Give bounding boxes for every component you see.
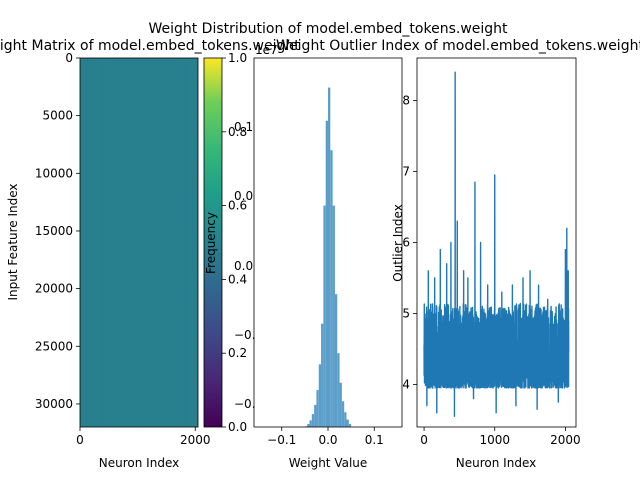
colorbar-tick-label: 0.2 bbox=[228, 346, 247, 360]
heatmap-ytick-label: 5000 bbox=[42, 109, 73, 123]
outlier-xlabel: Neuron Index bbox=[456, 456, 536, 470]
outlier-ylabel: Outlier Index bbox=[391, 204, 405, 282]
histogram-axes: −0.1 0.0 0.1 bbox=[267, 427, 384, 447]
outlier-ytick-label: 6 bbox=[402, 236, 410, 250]
histogram-bar bbox=[314, 404, 317, 427]
heatmap-ytick-label: 10000 bbox=[35, 166, 73, 180]
heatmap-stripe bbox=[177, 58, 179, 427]
heatmap-xtick-label: 2000 bbox=[180, 433, 211, 447]
figure-suptitle: Weight Distribution of model.embed_token… bbox=[148, 21, 508, 37]
outlier-ytick-label: 4 bbox=[402, 377, 410, 391]
histogram-bar bbox=[323, 205, 326, 427]
histogram-bars bbox=[304, 87, 352, 428]
outlier-ytick-label: 8 bbox=[402, 94, 410, 108]
histogram-bar bbox=[339, 382, 342, 427]
outlier-xtick-label: 1000 bbox=[479, 433, 510, 447]
colorbar-tick-label: 0.8 bbox=[228, 125, 247, 139]
heatmap-frame bbox=[79, 57, 199, 428]
histogram-overlay-label: −0. bbox=[234, 328, 256, 342]
heatmap-ytick-label: 15000 bbox=[35, 224, 73, 238]
histogram-bar bbox=[325, 120, 328, 427]
heatmap-title: Weight Matrix of model.embed_tokens.weig… bbox=[0, 38, 300, 54]
histogram-xtick-label: −0.1 bbox=[267, 433, 296, 447]
heatmap-ytick-label: 0 bbox=[65, 51, 73, 65]
heatmap-image bbox=[80, 58, 198, 427]
outlier-axes: 0 1000 2000 4 5 6 7 8 bbox=[402, 94, 580, 447]
heatmap-stripe bbox=[86, 58, 88, 427]
outlier-xtick-label: 2000 bbox=[550, 433, 581, 447]
heatmap-ytick-label: 20000 bbox=[35, 282, 73, 296]
histogram-overlay-label: −0. bbox=[234, 397, 256, 411]
histogram-panel: −0.1 0.0 0.1 1e7 Weight Value Frequency 0.… bbox=[204, 43, 403, 470]
histogram-bar bbox=[334, 294, 338, 427]
heatmap-stripes bbox=[86, 58, 187, 427]
heatmap-stripe bbox=[116, 58, 118, 427]
outlier-line bbox=[423, 71, 570, 418]
histogram-xtick-label: 0.1 bbox=[365, 433, 384, 447]
histogram-bar bbox=[328, 87, 331, 428]
histogram-ylabel: Frequency bbox=[204, 212, 218, 274]
histogram-bar bbox=[344, 412, 347, 427]
colorbar-tick-label: 0.6 bbox=[228, 199, 247, 213]
colorbar-tick-label: 0.4 bbox=[228, 272, 247, 286]
histogram-bar bbox=[307, 424, 310, 427]
heatmap-ylabel: Input Feature Index bbox=[6, 183, 20, 300]
histogram-bar bbox=[316, 390, 319, 427]
outlier-panel: 0 1000 2000 4 5 6 7 8 Weight Outlier Index of m… bbox=[276, 38, 640, 470]
histogram-bar bbox=[311, 414, 315, 427]
heatmap-xlabel: Neuron Index bbox=[99, 456, 179, 470]
histogram-bar bbox=[337, 353, 340, 427]
outlier-ytick-label: 5 bbox=[402, 306, 410, 320]
histogram-bar bbox=[341, 401, 345, 427]
heatmap-xtick-label: 0 bbox=[76, 433, 84, 447]
colorbar-gradient bbox=[203, 57, 223, 428]
colorbar: 0.0 0.2 0.4 0.6 0.8 1.0 bbox=[203, 51, 247, 434]
histogram-bar bbox=[348, 424, 352, 427]
heatmap-stripe bbox=[185, 58, 187, 427]
colorbar-tick-label: 0.0 bbox=[228, 420, 247, 434]
heatmap-ytick-label: 25000 bbox=[35, 339, 73, 353]
histogram-bar bbox=[346, 419, 349, 427]
heatmap-ytick-label: 30000 bbox=[35, 397, 73, 411]
histogram-offset-text: 1e7 bbox=[255, 43, 278, 57]
histogram-bar bbox=[318, 364, 322, 427]
histogram-bar bbox=[309, 420, 312, 427]
histogram-bar bbox=[332, 205, 335, 427]
histogram-overlay-label: 0.1 bbox=[234, 120, 253, 134]
outlier-xtick-label: 0 bbox=[420, 433, 428, 447]
histogram-bar bbox=[321, 323, 324, 427]
histogram-bar bbox=[330, 150, 333, 427]
histogram-overlay-labels: 0.1 0.0 0.0 −0. −0. bbox=[234, 120, 256, 411]
histogram-xlabel: Weight Value bbox=[289, 456, 368, 470]
colorbar-tick-label: 1.0 bbox=[228, 51, 247, 65]
histogram-xtick-label: 0.0 bbox=[318, 433, 337, 447]
outlier-title: Weight Outlier Index of model.embed_toke… bbox=[276, 38, 640, 54]
heatmap-stripe bbox=[101, 58, 103, 427]
colorbar-axes: 0.0 0.2 0.4 0.6 0.8 1.0 bbox=[222, 51, 247, 434]
histogram-overlay-label: 0.0 bbox=[234, 259, 253, 273]
outlier-ytick-label: 7 bbox=[402, 165, 410, 179]
heatmap-stripe bbox=[143, 58, 145, 427]
histogram-overlay-label: 0.0 bbox=[234, 189, 253, 203]
